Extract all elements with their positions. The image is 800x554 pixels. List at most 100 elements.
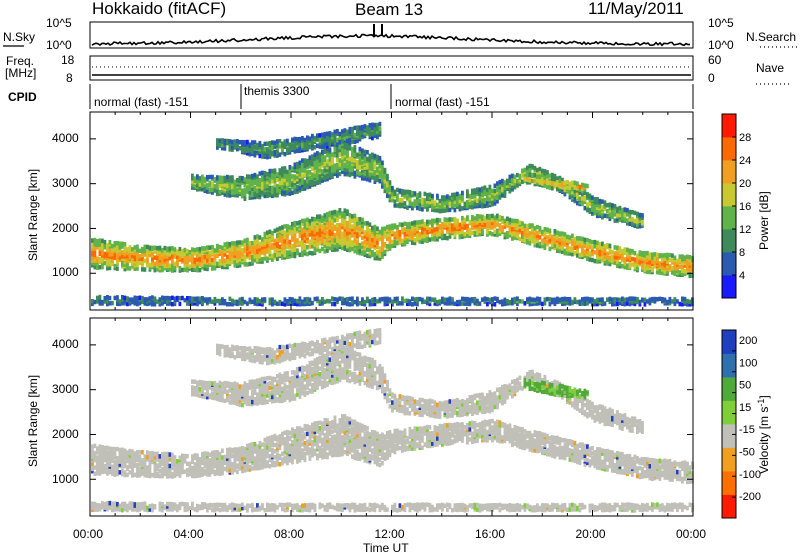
data-cell xyxy=(361,244,364,249)
data-cell xyxy=(556,234,559,240)
data-cell xyxy=(676,264,679,269)
data-cell xyxy=(348,226,352,231)
data-cell xyxy=(241,188,244,193)
data-cell xyxy=(131,247,134,252)
data-cell xyxy=(381,167,384,172)
data-cell xyxy=(211,257,214,263)
data-cell xyxy=(421,236,424,241)
data-cell xyxy=(243,243,247,248)
data-cell xyxy=(498,231,502,236)
data-cell xyxy=(171,250,174,255)
data-cell xyxy=(466,227,469,232)
data-cell xyxy=(621,252,624,257)
data-cell xyxy=(466,229,469,235)
data-cell xyxy=(96,239,99,244)
data-cell xyxy=(318,231,322,236)
data-cell xyxy=(168,263,172,268)
data-cell xyxy=(586,192,589,197)
data-cell xyxy=(566,234,569,240)
data-cell xyxy=(148,249,152,254)
data-cell xyxy=(353,244,357,249)
data-cell xyxy=(596,205,599,210)
data-cell xyxy=(343,150,347,156)
data-cell xyxy=(343,236,347,242)
data-cell xyxy=(436,232,439,237)
data-cell xyxy=(391,239,394,245)
data-cell xyxy=(243,177,247,182)
freq-label-1: Freq. xyxy=(6,54,34,68)
data-cell xyxy=(138,454,142,460)
data-cell xyxy=(171,474,174,479)
data-cell xyxy=(613,251,617,256)
data-cell xyxy=(386,296,389,302)
data-cell xyxy=(186,266,189,272)
data-cell xyxy=(306,164,309,170)
data-cell xyxy=(221,175,224,181)
data-cell xyxy=(443,217,447,222)
data-cell xyxy=(498,195,502,200)
data-cell xyxy=(461,219,464,224)
data-cell xyxy=(593,210,597,216)
data-cell xyxy=(91,263,94,268)
data-cell xyxy=(418,198,422,203)
data-cell xyxy=(346,169,349,175)
data-cell xyxy=(308,155,312,160)
data-cell xyxy=(368,222,372,227)
data-cell xyxy=(348,126,352,132)
data-cell xyxy=(471,193,474,198)
data-cell xyxy=(361,160,364,165)
data-cell xyxy=(131,261,134,266)
data-cell xyxy=(123,262,127,267)
data-cell xyxy=(98,238,102,243)
data-cell xyxy=(541,229,544,235)
data-cell xyxy=(398,198,402,203)
data-cell xyxy=(346,247,349,252)
data-cell xyxy=(626,218,629,223)
data-cell xyxy=(548,297,552,302)
data-cell xyxy=(358,158,362,164)
data-cell xyxy=(221,145,224,151)
data-cell xyxy=(201,265,204,270)
data-cell xyxy=(316,163,319,168)
data-cell xyxy=(583,195,587,200)
data-cell xyxy=(421,226,424,231)
data-cell xyxy=(278,299,282,305)
data-cell xyxy=(681,302,684,307)
data-cell xyxy=(636,218,639,223)
data-cell xyxy=(503,224,507,229)
data-cell xyxy=(448,299,452,304)
data-cell xyxy=(111,464,114,469)
data-cell xyxy=(161,467,164,472)
data-cell xyxy=(373,179,377,184)
data-cell xyxy=(153,267,157,273)
data-cell xyxy=(96,459,99,464)
nave-label: Nave xyxy=(756,61,784,75)
data-cell xyxy=(563,248,567,254)
data-cell xyxy=(153,451,157,457)
data-cell xyxy=(386,227,389,233)
data-cell xyxy=(263,182,267,188)
data-cell xyxy=(288,225,292,230)
data-cell xyxy=(193,266,197,271)
data-cell xyxy=(658,266,662,272)
data-cell xyxy=(98,299,102,304)
data-cell xyxy=(581,301,584,306)
data-cell xyxy=(438,206,442,212)
data-cell xyxy=(511,173,514,179)
data-cell xyxy=(621,207,624,213)
data-cell xyxy=(313,152,317,157)
data-cell xyxy=(278,238,282,243)
data-cell xyxy=(531,234,534,239)
data-cell xyxy=(386,299,389,305)
data-cell xyxy=(553,233,557,239)
data-cell xyxy=(351,233,354,238)
data-cell xyxy=(316,241,319,246)
data-cell xyxy=(236,263,239,269)
data-cell xyxy=(308,163,312,169)
data-cell xyxy=(91,444,94,449)
data-cell xyxy=(261,250,264,255)
data-cell xyxy=(381,230,384,236)
data-cell xyxy=(321,157,324,162)
data-cell xyxy=(118,299,122,304)
data-cell xyxy=(231,302,234,307)
